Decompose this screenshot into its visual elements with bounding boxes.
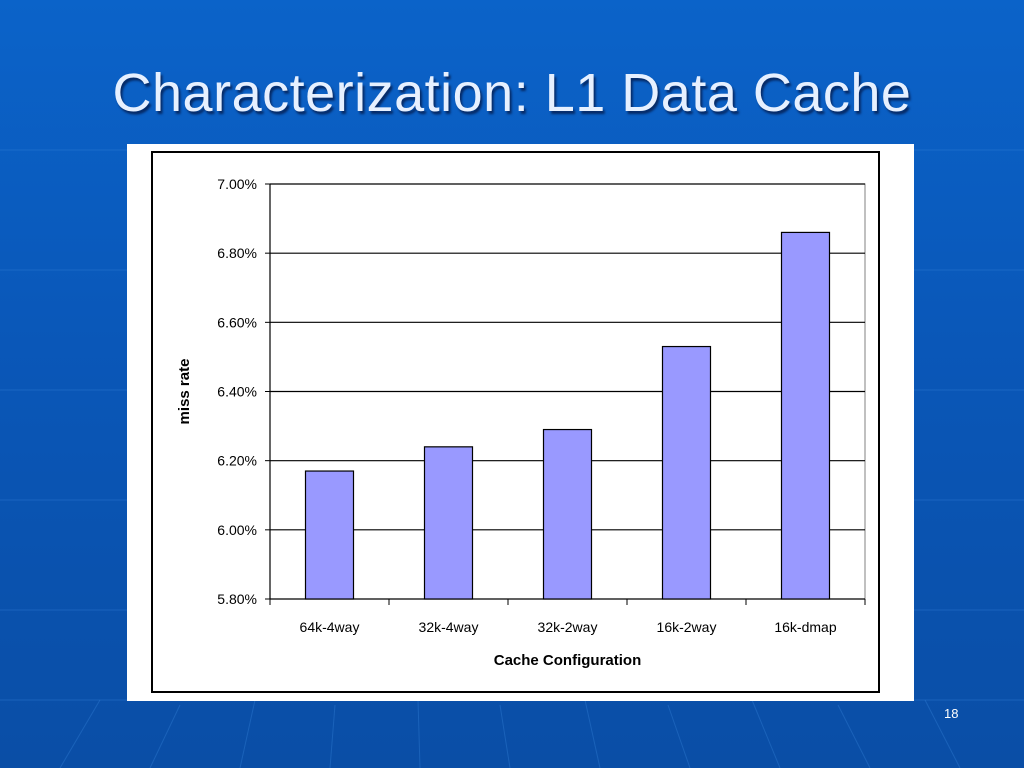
x-tick-label: 32k-4way bbox=[419, 619, 479, 635]
x-tick-label: 32k-2way bbox=[538, 619, 598, 635]
x-axis-label: Cache Configuration bbox=[494, 652, 642, 669]
y-axis-label: miss rate bbox=[176, 359, 193, 425]
bar-16k-dmap bbox=[780, 231, 831, 600]
y-tick-label: 5.80% bbox=[217, 591, 257, 607]
bar-64k-4way bbox=[304, 470, 355, 600]
y-tick-label: 6.60% bbox=[217, 314, 257, 330]
bar-16k-2way bbox=[661, 345, 712, 600]
x-tick-label: 16k-dmap bbox=[774, 619, 836, 635]
chart-panel: 5.80% 6.00% 6.20% 6.40% 6.60% 6.80% 7.00% 64k-4… bbox=[127, 144, 914, 701]
x-tick-label: 16k-2way bbox=[657, 619, 717, 635]
bar-32k-4way bbox=[423, 446, 474, 600]
y-tick-label: 6.80% bbox=[217, 245, 257, 261]
y-tick-label: 6.00% bbox=[217, 522, 257, 538]
y-tick-label: 7.00% bbox=[217, 176, 257, 192]
y-tick-label: 6.20% bbox=[217, 453, 257, 469]
slide-number: 18 bbox=[944, 706, 959, 721]
slide-title: Characterization: L1 Data Cache bbox=[112, 63, 912, 123]
bar-chart: 5.80% 6.00% 6.20% 6.40% 6.60% 6.80% 7.00% 64k-4… bbox=[151, 151, 880, 693]
x-tick-label: 64k-4way bbox=[300, 619, 360, 635]
bar-32k-2way bbox=[542, 428, 593, 600]
y-tick-label: 6.40% bbox=[217, 384, 257, 400]
chart-frame bbox=[151, 151, 880, 693]
